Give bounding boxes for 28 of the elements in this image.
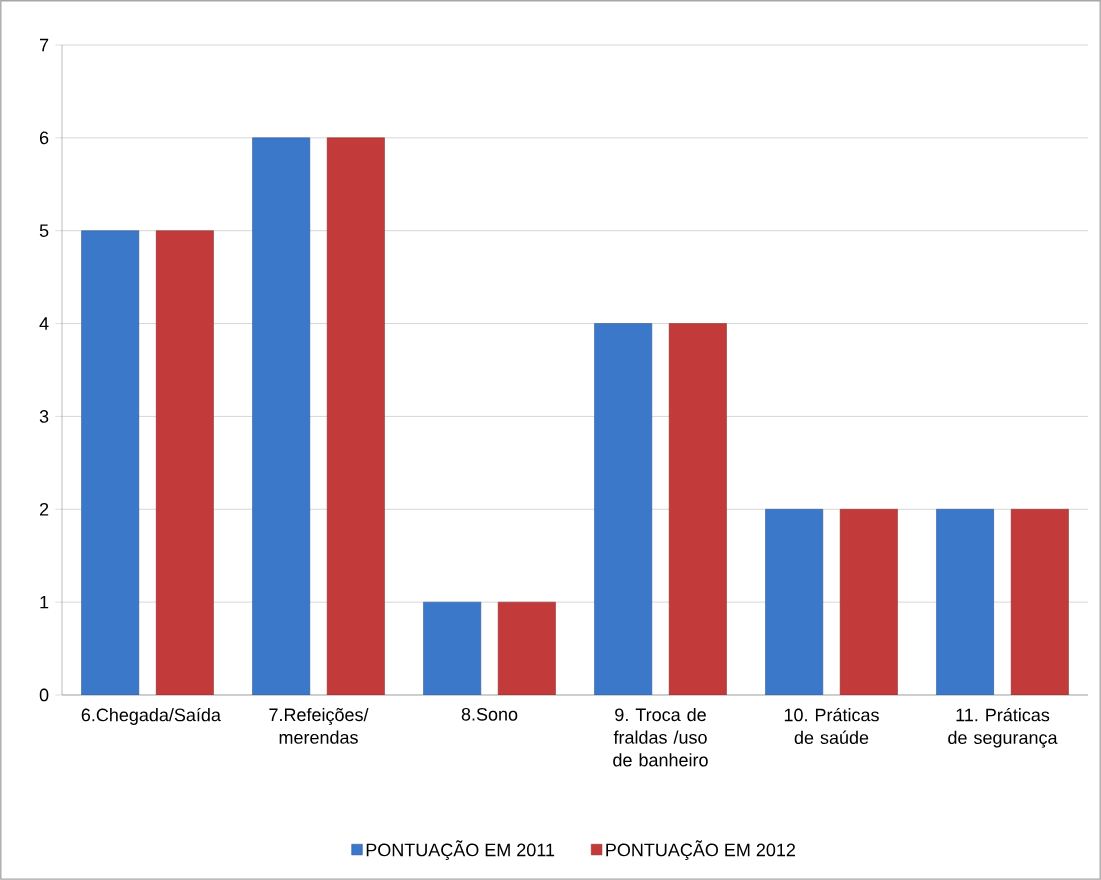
x-tick-label: 10. Práticas de saúde (784, 707, 879, 745)
bar (497, 601, 556, 695)
x-tick-label: 7.Refeições/ merendas (269, 707, 369, 744)
bar (668, 323, 727, 695)
legend-label: PONTUAÇÃO EM 2011 (366, 840, 555, 860)
y-tick-label: 7 (39, 38, 49, 52)
x-tick-label: 8.Sono (461, 707, 518, 721)
y-tick-label: 1 (40, 595, 49, 609)
bar (594, 323, 653, 695)
bar (326, 137, 385, 695)
y-tick-label: 0 (39, 688, 49, 702)
bar (765, 509, 824, 695)
x-tick-label: 11. Práticas de segurança (948, 707, 1058, 748)
y-tick-label: 3 (39, 410, 49, 423)
legend-label: PONTUAÇÃO EM 2012 (606, 840, 795, 860)
x-tick-label: 9. Troca de fraldas /uso de banheiro (613, 707, 708, 767)
y-tick-label: 5 (39, 224, 49, 237)
x-tick-label: 6.Chegada/Saída (81, 707, 221, 725)
bar (839, 509, 898, 695)
y-tick-label: 6 (39, 131, 49, 145)
bar (423, 601, 482, 695)
bar (81, 230, 140, 695)
bar (936, 509, 995, 695)
y-tick-label: 2 (39, 502, 49, 516)
bar (1010, 509, 1069, 695)
y-tick-label: 4 (39, 317, 49, 330)
bar (252, 137, 311, 695)
bar (155, 230, 214, 695)
